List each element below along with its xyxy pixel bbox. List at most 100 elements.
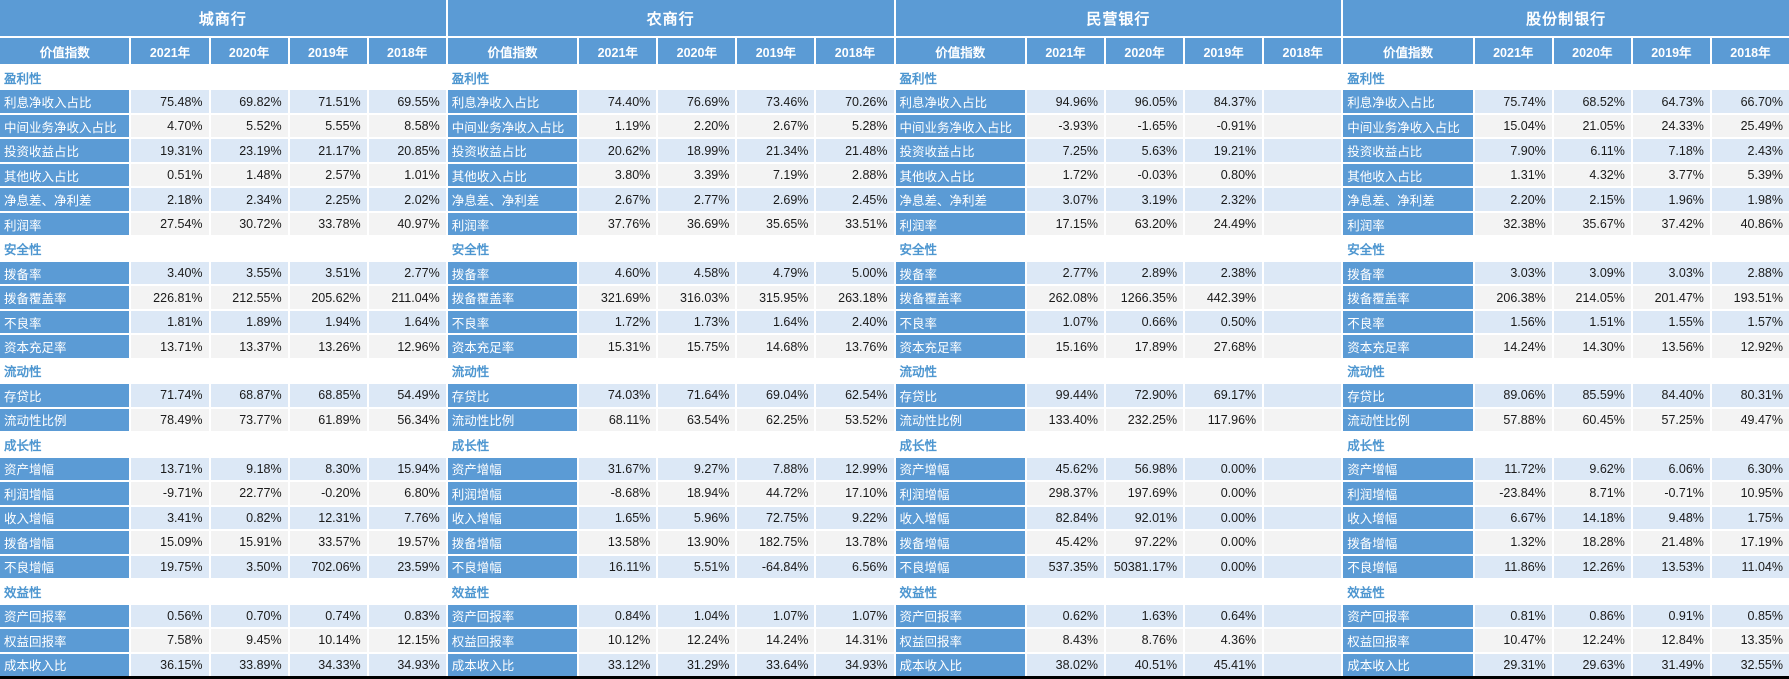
year-column-header: 2018年	[368, 38, 446, 64]
value-cell: 9.27%	[658, 457, 736, 481]
index-column-header: 价值指数	[895, 38, 1025, 64]
value-cell: 211.04%	[368, 286, 446, 309]
value-cell: 2.38%	[1185, 261, 1263, 285]
value-cell: 33.51%	[816, 212, 894, 236]
row-label: 净息差、净利差	[447, 188, 578, 211]
category-label: 盈利性	[447, 66, 894, 89]
value-cell: 1.94%	[289, 310, 367, 334]
value-cell: 3.41%	[131, 506, 209, 530]
value-cell: 49.47%	[1711, 408, 1789, 432]
value-cell: 201.47%	[1632, 286, 1710, 309]
value-cell: 6.30%	[1711, 457, 1789, 481]
value-cell: 6.56%	[816, 555, 894, 579]
value-cell: 1.51%	[1553, 310, 1631, 334]
year-column-header: 2021年	[131, 38, 209, 64]
category-label: 成长性	[1343, 433, 1789, 456]
row-label: 成本收入比	[895, 653, 1025, 676]
row-label: 其他收入占比	[1343, 163, 1473, 187]
value-cell: 24.33%	[1632, 114, 1710, 138]
value-cell	[1264, 261, 1342, 285]
value-cell: 5.96%	[658, 506, 736, 530]
value-cell: 0.56%	[131, 604, 209, 628]
row-label: 权益回报率	[895, 629, 1025, 652]
value-cell: 69.82%	[210, 90, 288, 113]
category-label: 成长性	[0, 433, 446, 456]
value-cell: 57.88%	[1474, 408, 1552, 432]
value-cell: 0.62%	[1026, 604, 1105, 628]
row-label: 权益回报率	[0, 629, 130, 652]
value-cell: 10.47%	[1474, 629, 1552, 652]
category-label: 成长性	[895, 433, 1342, 456]
value-cell: 7.19%	[737, 163, 815, 187]
value-cell: 0.82%	[210, 506, 288, 530]
value-cell: 23.59%	[368, 555, 446, 579]
row-label: 投资收益占比	[895, 139, 1025, 162]
value-cell: 133.40%	[1026, 408, 1105, 432]
value-cell: 117.96%	[1185, 408, 1263, 432]
value-cell: 74.40%	[579, 90, 657, 113]
row-label: 成本收入比	[0, 653, 130, 676]
row-label: 资产增幅	[447, 457, 578, 481]
value-cell: 21.48%	[1632, 531, 1710, 554]
value-cell	[1264, 188, 1342, 211]
year-column-header: 2019年	[289, 38, 367, 64]
value-cell: 73.77%	[210, 408, 288, 432]
value-cell: 3.40%	[131, 261, 209, 285]
value-cell	[1264, 163, 1342, 187]
value-cell: 1.75%	[1711, 506, 1789, 530]
value-cell: 12.99%	[816, 457, 894, 481]
value-cell: 97.22%	[1106, 531, 1184, 554]
value-cell: 2.32%	[1185, 188, 1263, 211]
value-cell: 40.97%	[368, 212, 446, 236]
value-cell: 72.75%	[737, 506, 815, 530]
row-label: 收入增幅	[447, 506, 578, 530]
value-cell: 13.35%	[1711, 629, 1789, 652]
value-cell: 56.34%	[368, 408, 446, 432]
row-label: 利润率	[1343, 212, 1473, 236]
value-cell: 5.55%	[289, 114, 367, 138]
value-cell: 72.90%	[1106, 384, 1184, 407]
row-label: 利润增幅	[0, 482, 130, 505]
value-cell: 321.69%	[579, 286, 657, 309]
value-cell: 45.41%	[1185, 653, 1263, 676]
value-cell: 1.64%	[368, 310, 446, 334]
row-label: 利息净收入占比	[895, 90, 1025, 113]
value-cell: 5.51%	[658, 555, 736, 579]
row-label: 拨备率	[895, 261, 1025, 285]
value-cell: 0.70%	[210, 604, 288, 628]
value-cell: 94.96%	[1026, 90, 1105, 113]
row-label: 中间业务净收入占比	[0, 114, 130, 138]
value-cell: 40.51%	[1106, 653, 1184, 676]
index-column-header: 价值指数	[1343, 38, 1473, 64]
value-cell: 14.24%	[737, 629, 815, 652]
value-cell: 15.75%	[658, 335, 736, 358]
value-cell: 13.37%	[210, 335, 288, 358]
row-label: 资本充足率	[0, 335, 130, 358]
value-cell: 71.51%	[289, 90, 367, 113]
row-label: 净息差、净利差	[1343, 188, 1473, 211]
value-cell	[1264, 653, 1342, 676]
bank-section: 农商行 价值指数 2021年 2020年 2019年 2018年 盈利性 利息净收入占比 74.…	[447, 0, 894, 676]
value-cell: 12.84%	[1632, 629, 1710, 652]
row-label: 收入增幅	[0, 506, 130, 530]
row-label: 利息净收入占比	[0, 90, 130, 113]
value-cell: 5.00%	[816, 261, 894, 285]
category-label: 流动性	[895, 359, 1342, 383]
value-cell: 63.20%	[1106, 212, 1184, 236]
value-cell: 12.92%	[1711, 335, 1789, 358]
value-cell: 14.18%	[1553, 506, 1631, 530]
row-label: 资产回报率	[447, 604, 578, 628]
value-cell: 7.88%	[737, 457, 815, 481]
value-cell: 76.69%	[658, 90, 736, 113]
value-cell: 2.67%	[737, 114, 815, 138]
value-cell: 0.50%	[1185, 310, 1263, 334]
value-cell: 68.52%	[1553, 90, 1631, 113]
value-cell: 18.94%	[658, 482, 736, 505]
value-cell: 7.25%	[1026, 139, 1105, 162]
value-cell: 18.99%	[658, 139, 736, 162]
row-label: 利息净收入占比	[1343, 90, 1473, 113]
value-cell: 193.51%	[1711, 286, 1789, 309]
row-label: 拨备增幅	[0, 531, 130, 554]
value-cell: 27.68%	[1185, 335, 1263, 358]
value-cell	[1264, 384, 1342, 407]
